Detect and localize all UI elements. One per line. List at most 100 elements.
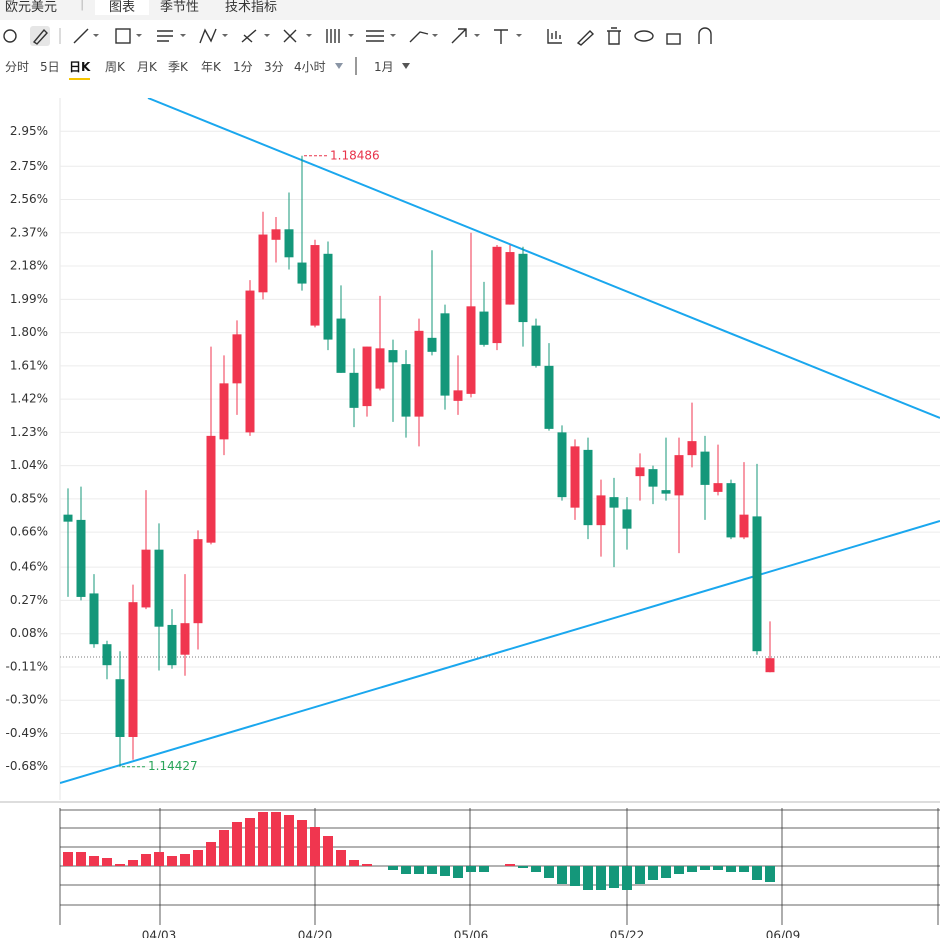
candle-body (349, 372, 359, 408)
macd-bar (570, 866, 580, 886)
period[interactable]: 季K (168, 60, 188, 74)
x-tick-label: 04/03 (142, 929, 177, 938)
candle-body (609, 497, 619, 508)
candle-body (141, 549, 151, 608)
candle-body (453, 390, 463, 401)
period[interactable]: 4小时 (294, 60, 326, 74)
macd-bar (752, 866, 762, 880)
tool-icon[interactable] (576, 30, 595, 46)
y-tick-label: 0.66% (10, 525, 48, 539)
candle-body (427, 337, 437, 352)
divider (355, 57, 357, 75)
annotation: 1.18486 (330, 148, 380, 162)
macd-bar (102, 858, 112, 866)
macd-bar (336, 850, 346, 866)
y-tick-label: -0.11% (6, 659, 48, 673)
macd-bar (154, 852, 164, 866)
tool-icon[interactable] (241, 29, 257, 43)
dropdown-arrow[interactable] (334, 62, 344, 70)
candle-body (401, 364, 411, 417)
macd-bar (466, 866, 476, 872)
sub-panel-grid (59, 808, 940, 925)
tool-icon[interactable] (666, 33, 681, 45)
macd-bar (284, 815, 294, 866)
tool-icon[interactable] (366, 30, 384, 42)
macd-bar (713, 866, 723, 870)
y-tick-label: 0.27% (10, 593, 48, 607)
tool-icon[interactable] (451, 28, 467, 44)
y-tick-label: -0.68% (6, 759, 48, 773)
macd-bar (427, 866, 437, 874)
period[interactable]: 日K (69, 58, 91, 80)
macd-bar (63, 852, 73, 866)
candle-body (375, 348, 385, 389)
period[interactable]: 1分 (233, 60, 253, 74)
y-tick-label: 2.18% (10, 259, 48, 273)
period[interactable]: 周K (105, 60, 125, 74)
macd-bar (440, 866, 450, 876)
tab[interactable]: 季节性 (160, 0, 200, 15)
candle-body (180, 623, 190, 655)
candle-body (219, 383, 229, 440)
tool-icon[interactable] (73, 28, 89, 44)
period[interactable]: 分时 (5, 60, 30, 74)
macd-bar (635, 866, 645, 884)
y-tick-label: 1.42% (10, 392, 48, 406)
y-tick-label: 1.04% (10, 458, 48, 472)
tool-icon[interactable] (607, 27, 621, 45)
x-tick-label: 04/20 (298, 929, 333, 938)
period[interactable]: 年K (201, 60, 221, 74)
candle-body (726, 483, 736, 538)
macd-bar (609, 866, 619, 888)
tool-icon[interactable] (115, 28, 131, 44)
candle-body (310, 245, 320, 326)
candle-body (765, 658, 775, 673)
y-tick-label: -0.30% (6, 693, 48, 707)
candle-body (518, 253, 528, 323)
tool-icon[interactable] (3, 29, 17, 43)
macd-bar (128, 860, 138, 866)
tool-icon[interactable] (32, 28, 48, 45)
tool-icon[interactable] (547, 29, 562, 44)
candle-body (76, 519, 86, 597)
tool-icon[interactable] (409, 31, 429, 43)
period[interactable]: 5日 (40, 60, 60, 74)
candle-body (323, 253, 333, 340)
tool-icon[interactable] (634, 30, 654, 42)
tool-icon[interactable] (199, 28, 217, 44)
candle-body (206, 435, 216, 543)
y-tick-label: 0.46% (10, 560, 48, 574)
drawing-toolbar (3, 26, 712, 46)
macd-bar (141, 854, 151, 866)
candle-body (622, 509, 632, 529)
candle-body (700, 451, 710, 485)
macd-bar (271, 812, 281, 866)
trend-line (147, 98, 940, 419)
tab[interactable]: 技术指标 (225, 0, 278, 15)
tool-icon[interactable] (494, 29, 508, 44)
macd-bar (232, 822, 242, 866)
tool-icon[interactable] (157, 30, 173, 42)
tool-icon[interactable] (326, 29, 340, 43)
candle-body (583, 449, 593, 526)
tab[interactable]: 图表 (95, 0, 150, 15)
candle-body (479, 311, 489, 345)
candle-body (466, 306, 476, 394)
range[interactable]: 1月 (374, 60, 394, 74)
period[interactable]: 月K (137, 60, 157, 74)
candle-body (297, 262, 307, 284)
candle-body (661, 490, 671, 494)
macd-bar (323, 836, 333, 866)
macd-bar (401, 866, 411, 874)
macd-bar (76, 852, 86, 866)
period[interactable]: 3分 (264, 60, 284, 74)
y-tick-label: 1.23% (10, 425, 48, 439)
tool-icon[interactable] (283, 29, 297, 43)
y-tick-label: 0.85% (10, 491, 48, 505)
dropdown-arrow[interactable] (401, 62, 411, 70)
tool-icon[interactable] (698, 27, 712, 44)
macd-bar (531, 866, 541, 872)
candle-body (531, 325, 541, 366)
